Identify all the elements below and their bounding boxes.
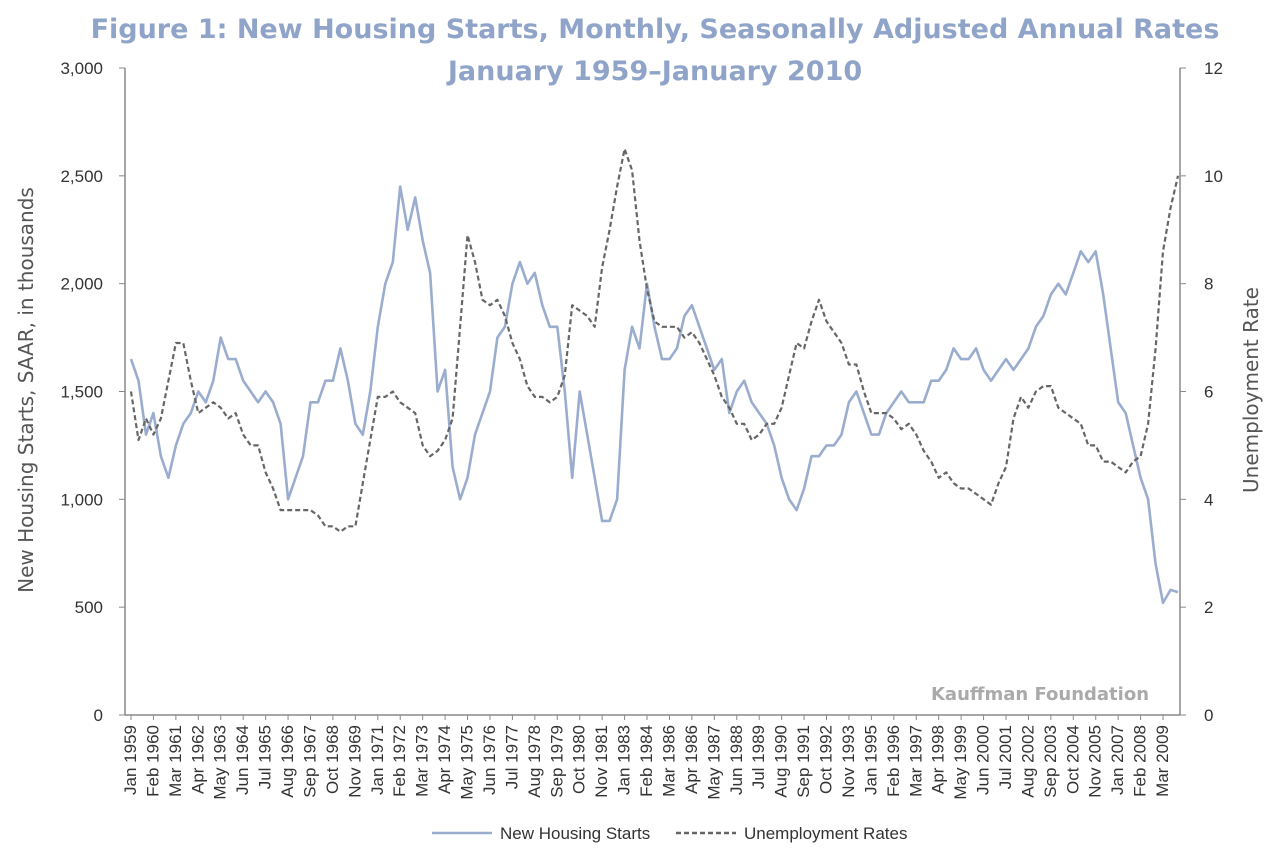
y2-tick-label: 10: [1204, 167, 1223, 186]
x-tick-label: Oct 1992: [817, 725, 836, 794]
x-tick-label: Nov 2005: [1086, 725, 1105, 798]
x-tick-label: Feb 1996: [884, 725, 903, 797]
legend-label: New Housing Starts: [500, 824, 650, 843]
series-line: [129, 147, 1180, 533]
x-tick-label: Sep 1979: [547, 725, 566, 798]
x-tick-label: Jun 1976: [480, 725, 499, 795]
x-tick-label: Feb 1984: [637, 725, 656, 797]
x-tick-label: Jan 1983: [615, 725, 634, 795]
chart-subtitle: January 1959–January 2010: [446, 56, 862, 87]
x-tick-label: Oct 1980: [570, 725, 589, 794]
y-tick-label: 2,500: [60, 167, 103, 186]
x-tick-label: May 1999: [951, 725, 970, 800]
y2-tick-label: 2: [1204, 598, 1213, 617]
y2-axis-label: Unemployment Rate: [1239, 287, 1263, 493]
y-tick-label: 500: [75, 598, 103, 617]
x-tick-label: Mar 1961: [166, 725, 185, 797]
y-tick-label: 0: [94, 706, 103, 725]
x-tick-label: Nov 1981: [592, 725, 611, 798]
y-tick-label: 2,000: [60, 275, 103, 294]
y2-tick-label: 0: [1204, 706, 1213, 725]
x-tick-label: Jun 1988: [727, 725, 746, 795]
x-tick-label: Jul 1977: [502, 725, 521, 789]
x-tick-label: Apr 1986: [682, 725, 701, 794]
y-tick-label: 1,500: [60, 383, 103, 402]
x-tick-label: Aug 1990: [772, 725, 791, 798]
y2-tick-label: 6: [1204, 383, 1213, 402]
y2-tick-label: 12: [1204, 59, 1223, 78]
x-tick-label: May 1987: [704, 725, 723, 800]
x-tick-label: Aug 1966: [278, 725, 297, 798]
x-tick-label: Aug 1978: [525, 725, 544, 798]
x-tick-label: Jan 1971: [368, 725, 387, 795]
x-tick-label: Jul 1965: [256, 725, 275, 789]
x-tick-label: Apr 1974: [435, 725, 454, 794]
x-tick-label: Jan 1995: [861, 725, 880, 795]
x-tick-label: Mar 2009: [1153, 725, 1172, 797]
x-tick-label: Nov 1993: [839, 725, 858, 798]
x-tick-label: Apr 1998: [929, 725, 948, 794]
x-tick-label: Sep 2003: [1041, 725, 1060, 798]
watermark: Kauffman Foundation: [931, 684, 1149, 705]
x-tick-label: Nov 1969: [345, 725, 364, 798]
x-tick-label: May 1963: [211, 725, 230, 800]
y-tick-label: 1,000: [60, 490, 103, 509]
chart-title: Figure 1: New Housing Starts, Monthly, S…: [91, 14, 1220, 45]
x-tick-label: Mar 1986: [659, 725, 678, 797]
x-tick-label: Jul 2001: [996, 725, 1015, 789]
x-tick-label: Oct 2004: [1063, 725, 1082, 794]
y2-tick-label: 4: [1204, 490, 1213, 509]
x-tick-label: Aug 2002: [1018, 725, 1037, 798]
x-tick-label: Mar 1973: [413, 725, 432, 797]
x-tick-label: Oct 1968: [323, 725, 342, 794]
x-tick-label: Jun 1964: [233, 725, 252, 795]
legend-label: Unemployment Rates: [744, 824, 907, 843]
x-tick-label: Apr 1962: [188, 725, 207, 794]
x-tick-label: Jan 1959: [121, 725, 140, 795]
x-tick-label: Feb 1960: [143, 725, 162, 797]
y2-tick-label: 8: [1204, 275, 1213, 294]
series-line: [129, 185, 1179, 605]
x-tick-label: Sep 1991: [794, 725, 813, 798]
x-tick-label: Mar 1997: [906, 725, 925, 797]
x-tick-label: Jan 2007: [1108, 725, 1127, 795]
x-tick-label: Feb 1972: [390, 725, 409, 797]
y-axis-label: New Housing Starts, SAAR, in thousands: [14, 187, 38, 593]
x-tick-label: Jul 1989: [749, 725, 768, 789]
y-tick-label: 3,000: [60, 59, 103, 78]
x-tick-label: Feb 2008: [1131, 725, 1150, 797]
x-tick-label: Sep 1967: [300, 725, 319, 798]
x-tick-label: Jun 2000: [974, 725, 993, 795]
x-tick-label: May 1975: [458, 725, 477, 800]
